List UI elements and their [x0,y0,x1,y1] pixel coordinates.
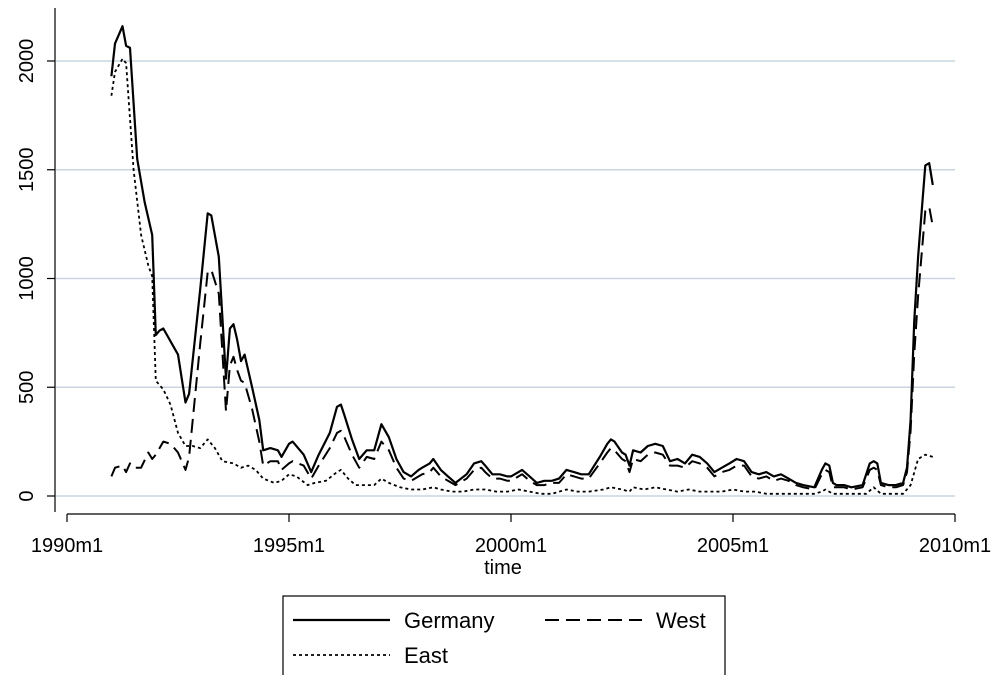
x-tick-label: 2000m1 [475,535,547,557]
x-tick-label: 1990m1 [31,535,103,557]
legend-label-east: East [404,643,448,668]
series-line-west [110,205,934,491]
x-tick-label: 2005m1 [697,535,769,557]
y-tick-label: 2000 [16,39,38,84]
x-axis-title: time [484,557,522,579]
axes [54,8,955,515]
y-tick-label: 1500 [16,148,38,193]
x-ticks: 1990m1 1995m1 2000m1 2005m1 2010m1 [31,514,991,557]
x-tick-label: 2010m1 [919,535,991,557]
gridlines [56,60,955,497]
series-line-east [110,57,934,495]
series-lines [110,25,934,495]
legend-box [282,595,726,675]
legend: Germany West East [282,595,726,675]
legend-label-west: West [656,608,706,633]
x-tick-label: 1995m1 [253,535,325,557]
y-ticks: 0 500 1000 1500 2000 [16,39,55,502]
series-line-germany [110,25,934,489]
y-tick-label: 1000 [16,256,38,301]
legend-label-germany: Germany [404,608,494,633]
y-tick-label: 500 [16,371,38,404]
y-tick-label: 0 [16,490,38,501]
